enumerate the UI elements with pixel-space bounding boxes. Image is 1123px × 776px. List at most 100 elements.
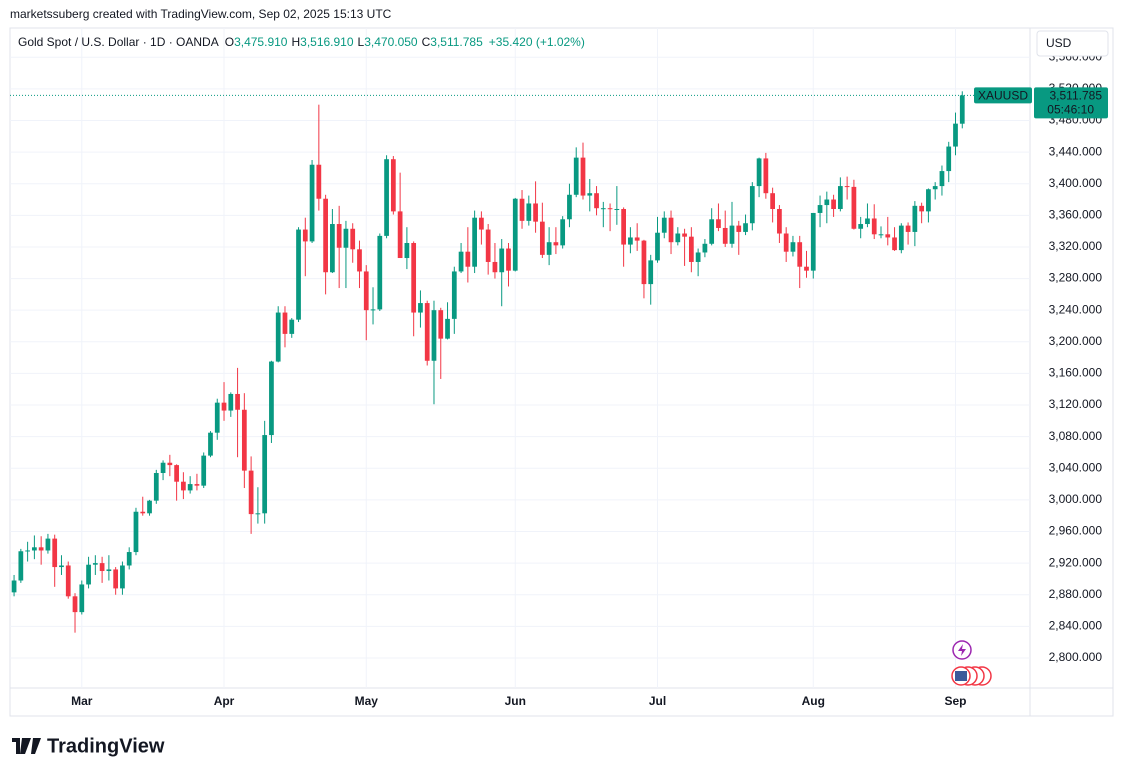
candle-body	[743, 223, 748, 232]
candle-body	[187, 484, 193, 491]
symbol-tag	[974, 87, 1032, 104]
chart-frame	[9, 27, 1114, 717]
candle-body	[777, 209, 782, 234]
low-value: 3,470.050	[364, 35, 418, 49]
open-value: 3,475.910	[234, 35, 288, 49]
candle-body	[648, 260, 654, 285]
candle-body	[52, 538, 58, 568]
candle-body	[485, 229, 491, 262]
candle-body	[695, 252, 701, 262]
candle-body	[424, 303, 430, 361]
candle-body	[370, 309, 376, 311]
candle-body	[18, 551, 24, 581]
candle-body	[282, 312, 288, 334]
candle-body	[655, 232, 660, 261]
candle-body	[797, 242, 803, 267]
candle-body	[25, 550, 30, 552]
candle-body	[208, 432, 213, 456]
x-tick-label: Apr	[214, 694, 235, 708]
y-tick-label: 2,880.000	[1049, 587, 1103, 601]
candle-body	[126, 552, 132, 566]
candle-body	[539, 221, 545, 255]
candle-body	[587, 193, 593, 196]
currency-button[interactable]	[1036, 30, 1109, 57]
candle-body	[302, 229, 308, 242]
candle-body	[926, 189, 931, 212]
candle-body	[241, 409, 247, 471]
candle-body	[722, 227, 728, 244]
candle-body	[763, 158, 769, 194]
y-tick-label: 3,400.000	[1049, 176, 1103, 190]
low-label: L	[358, 35, 365, 49]
candle-body	[533, 203, 538, 222]
candle-body	[634, 237, 640, 241]
candle-body	[384, 159, 389, 236]
y-tick-label: 3,200.000	[1049, 334, 1103, 348]
y-tick-label: 2,840.000	[1049, 619, 1103, 633]
candle-body	[92, 563, 98, 565]
candle-body	[343, 228, 349, 248]
candle-body	[749, 186, 755, 224]
candle-body	[716, 219, 721, 228]
candle-body	[458, 251, 464, 272]
open-label: O	[225, 35, 234, 49]
candle-body	[140, 511, 146, 514]
candle-body	[790, 242, 796, 252]
x-tick-label: Jul	[649, 694, 666, 708]
candle-body	[885, 234, 891, 238]
candle-body	[702, 243, 708, 253]
y-tick-label: 3,360.000	[1049, 208, 1103, 222]
candle-body	[431, 310, 437, 361]
candles	[11, 91, 965, 633]
currency[interactable]: USD	[1046, 36, 1072, 50]
x-tick-label: Mar	[71, 694, 93, 708]
logo: TradingView	[47, 735, 165, 757]
candle-body	[38, 547, 44, 551]
candle-body	[65, 565, 71, 597]
flag-body	[955, 671, 967, 681]
candle-body	[269, 361, 274, 436]
grid	[10, 28, 1030, 688]
candle-body	[519, 198, 525, 221]
candle-body	[418, 303, 423, 313]
candle-body	[72, 596, 78, 613]
candle-body	[607, 208, 613, 210]
candle-body	[323, 198, 328, 273]
candle-body	[858, 224, 864, 229]
event-bolt	[958, 644, 966, 656]
candle-body	[79, 584, 85, 613]
candle-body	[919, 205, 925, 212]
candle-body	[357, 249, 362, 272]
candle-body	[350, 228, 356, 250]
candle-body	[892, 237, 897, 251]
candle-body	[248, 470, 254, 515]
candle-body	[289, 319, 295, 334]
y-tick-label: 2,920.000	[1049, 555, 1103, 569]
candle-body	[506, 248, 511, 271]
candle-body	[255, 513, 261, 515]
x-tick-label: Sep	[944, 694, 966, 708]
y-tick-label: 3,000.000	[1049, 492, 1103, 506]
candle-body	[45, 538, 51, 551]
candle-body	[411, 242, 417, 313]
candle-body	[99, 563, 105, 572]
y-tick-label: 3,160.000	[1049, 366, 1103, 380]
candle-body	[871, 218, 877, 235]
candle-body	[174, 465, 179, 482]
y-tick-label: 2,960.000	[1049, 524, 1103, 538]
candle-body	[770, 193, 775, 210]
candle-body	[167, 462, 173, 466]
candle-body	[600, 208, 606, 210]
axes: 2,800.000 2,840.000 2,880.000 2,920.000 2,96…	[71, 49, 1102, 708]
candle-body	[953, 123, 958, 147]
credit: marketssuberg created with TradingView.c…	[10, 7, 392, 21]
candle-body	[472, 217, 477, 267]
candle-body	[275, 312, 281, 362]
candle-body	[390, 159, 396, 212]
candle-body	[194, 484, 200, 486]
high-label: H	[291, 35, 300, 49]
candle-body	[445, 318, 450, 339]
candle-body	[160, 462, 166, 474]
candle-body	[844, 186, 850, 188]
x-tick-label: Jun	[505, 694, 526, 708]
